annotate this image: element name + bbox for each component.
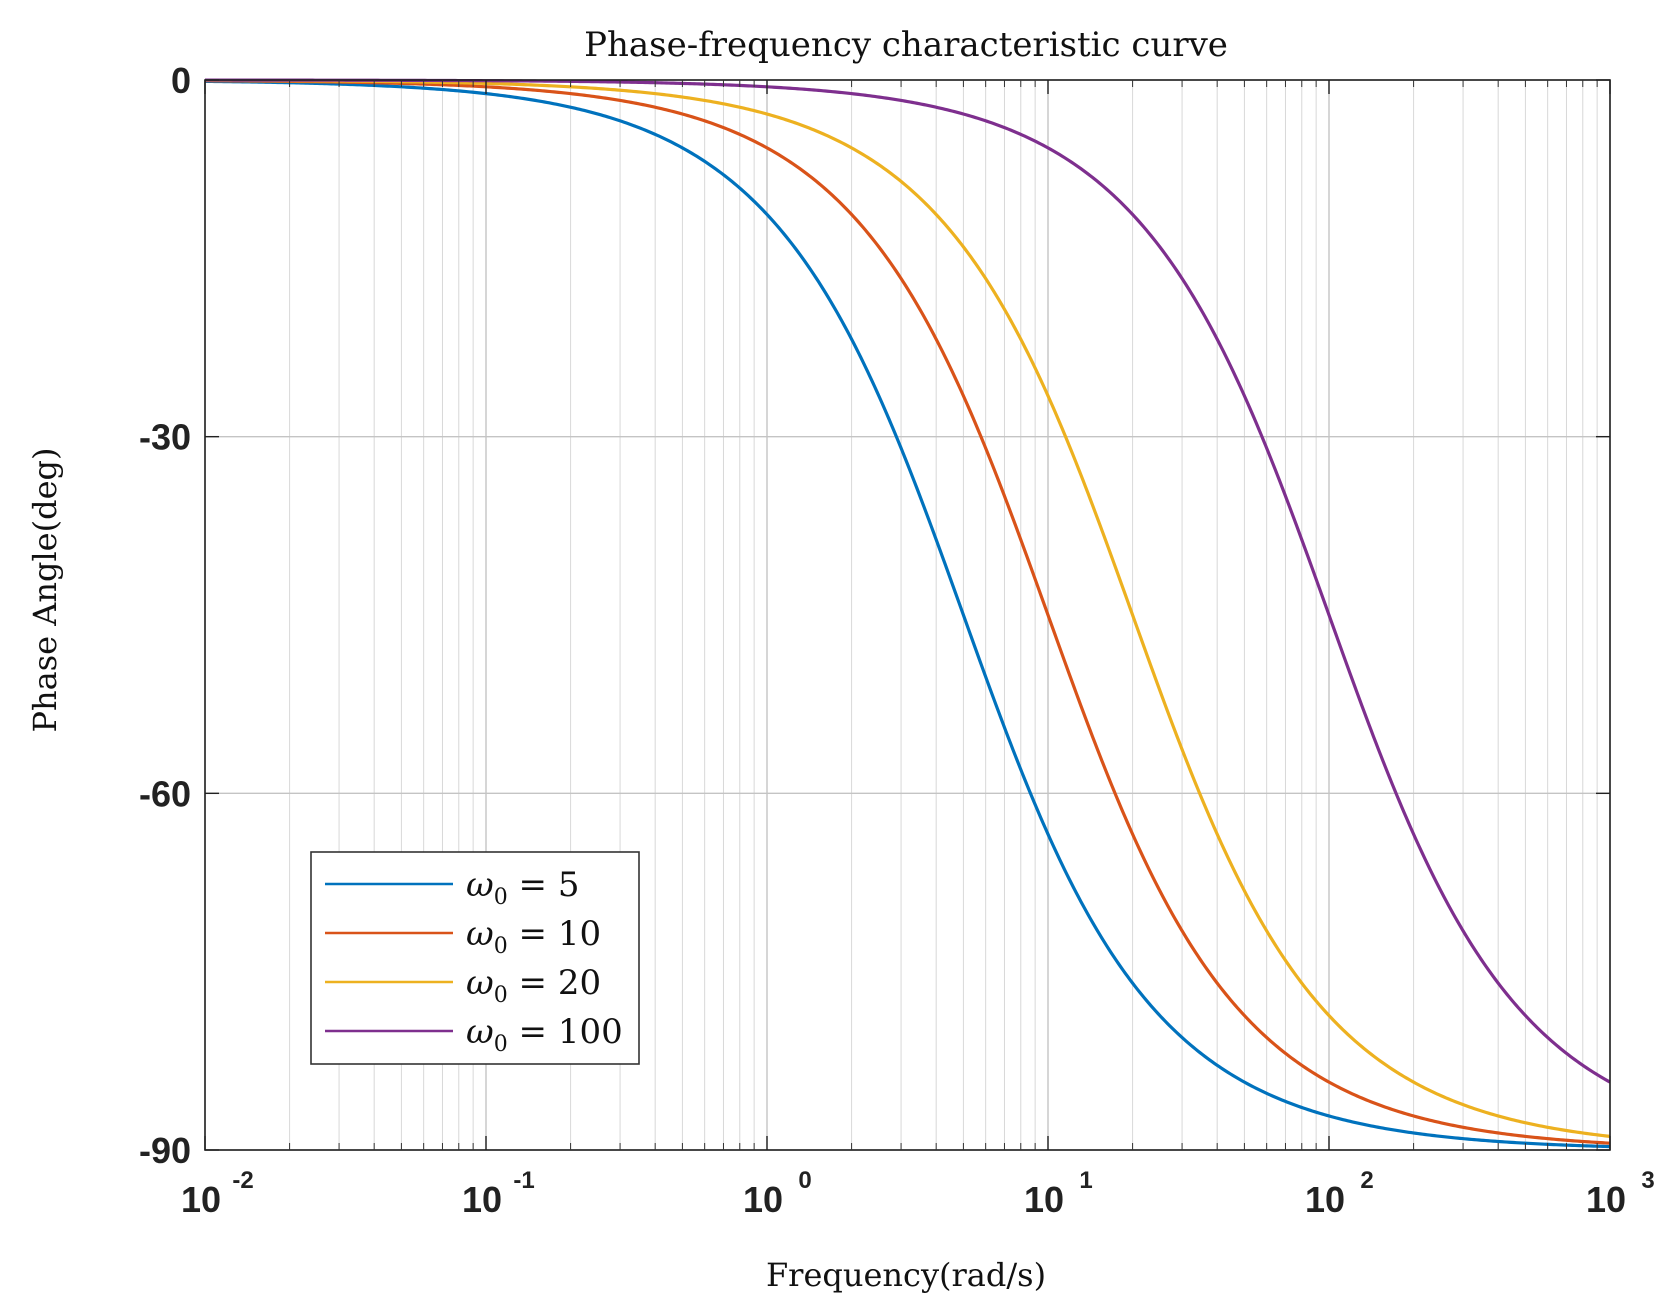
legend-label: ω0 = 5: [466, 865, 579, 910]
tick-marks: [204, 79, 1611, 1151]
x-tick-label: 10: [1586, 1179, 1626, 1220]
y-tick-label: -90: [139, 1130, 191, 1171]
x-tick-exponent: -2: [232, 1167, 253, 1194]
x-tick-exponent: 1: [1079, 1167, 1092, 1194]
legend-label: ω0 = 100: [466, 1012, 623, 1057]
x-tick-exponent: 2: [1360, 1167, 1373, 1194]
x-tick-labels: 10 -2 10 -1 10 0 10 1 10 2 10 3: [181, 1167, 1655, 1220]
series-line: [204, 79, 1611, 1149]
x-tick-exponent: 0: [798, 1167, 811, 1194]
x-tick-exponent: 3: [1641, 1167, 1654, 1194]
chart-title: Phase-frequency characteristic curve: [584, 25, 1228, 65]
y-axis-label: Phase Angle(deg): [26, 448, 64, 733]
x-tick-exponent: -1: [513, 1167, 534, 1194]
legend-box: [310, 851, 640, 1065]
y-tick-label: -60: [139, 773, 191, 814]
plot-frame: [204, 79, 1611, 1151]
y-tick-labels: 0 -30 -60 -90: [139, 60, 191, 1171]
series-line: [204, 79, 1611, 1145]
x-axis-label: Frequency(rad/s): [766, 1256, 1046, 1294]
x-tick-label: 10: [743, 1179, 783, 1220]
x-tick-label: 10: [181, 1179, 221, 1220]
x-tick-label: 10: [1024, 1179, 1064, 1220]
x-tick-label: 10: [462, 1179, 502, 1220]
series-layer: [204, 78, 1611, 1149]
legend-label: ω0 = 20: [466, 963, 601, 1008]
y-tick-label: 0: [171, 60, 191, 101]
series-line: [204, 78, 1611, 1138]
x-tick-label: 10: [1305, 1179, 1345, 1220]
legend-label: ω0 = 10: [466, 914, 601, 959]
y-tick-label: -30: [139, 417, 191, 458]
